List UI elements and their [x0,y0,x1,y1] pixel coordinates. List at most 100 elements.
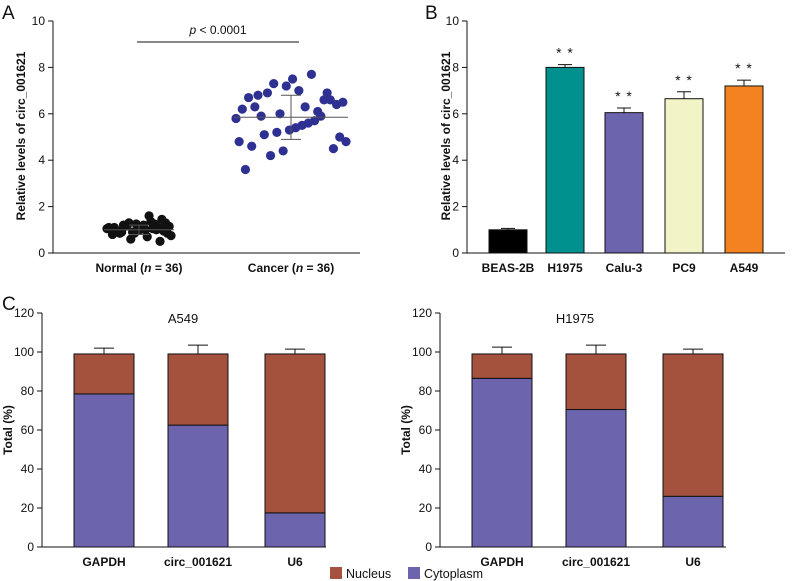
panel-b-bar [488,229,528,254]
panel-c-h1975-ytick-label: 80 [419,384,433,398]
panel-c-h1975-ytick-label: 40 [419,462,433,476]
panel-a-point [284,125,295,135]
panel-c-h1975-category-label: GAPDH [480,555,523,569]
legend-swatch-cytoplasm [408,567,420,579]
panel-c-a549-bar-cytoplasm [167,424,229,548]
panel-c-h1975-category-label: U6 [685,555,701,569]
panel-b-bars: BEAS-2B H1975 * * Calu-3 * * PC9 * * A549 * * [482,45,764,275]
panel-a-point [118,220,129,230]
panel-c-h1975-ytick-label: 20 [419,501,433,515]
panel-c-h1975-ticks: 0 20 40 60 80 100 120 [412,306,440,554]
panel-c-a549-bars: GAPDH circ_001621 U6 [73,344,326,569]
panel-b-significance: * * [615,88,633,104]
panel-a-summary-lines [104,94,348,235]
panel-c-h1975-ytick-label: 0 [425,540,432,554]
panel-c-a549-ytick-label: 20 [21,501,35,515]
panel-b-category-label: Calu-3 [606,261,643,275]
panel-c-h1975-ytick-label: 100 [412,345,432,359]
legend: Nucleus Cytoplasm [330,567,483,581]
panel-a-point [306,69,317,79]
panel-a-point [247,141,257,151]
panel-b-significance: * * [556,45,574,61]
panel-c-a549-ytick-label: 0 [27,540,34,554]
panel-c-a549-ytick-label: 120 [14,306,34,320]
panel-a-point [256,111,266,121]
panel-a-ytick-label: 6 [38,107,45,121]
panel-b-ytick-label: 10 [446,14,460,28]
panel-a-point [294,86,304,96]
panel-a-point [300,102,310,112]
panel-b-ytick-label: 6 [452,107,459,121]
panel-c-h1975-title: H1975 [556,311,594,326]
panel-a-point [250,102,260,112]
panel-c-a549-bar-cytoplasm [73,393,135,548]
legend-label-cytoplasm: Cytoplasm [424,567,483,581]
panel-c-h1975-bar-cytoplasm [662,495,724,548]
panel-a-point [287,74,298,84]
panel-a-point [269,79,279,89]
panel-a-point [104,222,114,233]
panel-b-category-label: H1975 [547,261,583,275]
panel-a-point [335,132,345,142]
panel-a-point [328,144,339,154]
panel-a-ytick-label: 2 [38,200,45,214]
panel-a-point [237,104,247,114]
panel-c-a549-ylabel: Total (%) [1,405,15,455]
panel-b-ytick-label: 8 [452,60,459,74]
panel-a-point [341,137,351,147]
panel-a-point [142,232,152,242]
panel-c-a549-ytick-label: 60 [21,423,35,437]
panel-c-h1975-bar-nucleus [471,353,533,379]
legend-label-nucleus: Nucleus [346,567,391,581]
panel-a-scatter: 0 2 4 6 8 10 Relative levels of circ_001621 p… [14,14,360,275]
panel-c-h1975-ylabel: Total (%) [399,405,413,455]
legend-swatch-nucleus [330,567,342,579]
panel-c-a549-category-label: U6 [287,555,303,569]
panel-c-a549-bar-cytoplasm [264,512,326,548]
panel-c-h1975-bar-cytoplasm [565,409,627,548]
panel-a-point [144,211,154,221]
panel-a-point [155,236,165,246]
panel-a-point [243,92,254,103]
panel-c-h1975-bar-nucleus [565,353,627,411]
panel-b-category-label: BEAS-2B [482,261,535,275]
panel-a-point [319,95,329,105]
panel-a-point [281,81,291,91]
panel-a-xlabel-normal: Normal (n = 36) [95,261,182,275]
panel-c-h1975-bars: GAPDH circ_001621 U6 [471,344,724,569]
panel-letter-c: C [2,294,16,315]
panel-c-a549-bar-nucleus [167,353,229,426]
panel-a-ytick-label: 8 [38,60,45,74]
panel-a-ytick-label: 4 [38,153,45,167]
panel-c-h1975-bar-cytoplasm [471,377,533,548]
panel-a-point [231,113,241,124]
panel-c-a549-title: A549 [168,311,198,326]
panel-a-point [240,164,251,175]
panel-b-bar [604,112,644,254]
panel-c-a549-ticks: 0 20 40 60 80 100 120 [14,306,42,554]
panel-a-point [272,127,282,137]
panel-c-a549-category-label: circ_001621 [164,555,232,569]
panel-b-bar [545,66,585,254]
panel-a-point [259,130,269,140]
panel-a-xlabel-cancer: Cancer (n = 36) [248,261,334,275]
panel-b-ytick-label: 4 [452,153,459,167]
panel-a-point [278,146,288,156]
panel-b-bar-chart: 0 2 4 6 8 10 Relative levels of circ_001621 B… [439,14,785,275]
panel-a-point [331,99,342,110]
panel-b-ticks: 0 2 4 6 8 10 [446,14,467,260]
panel-a-point [129,228,140,238]
panel-c-a549-ytick-label: 40 [21,462,35,476]
panel-b-ytick-label: 2 [452,200,459,214]
panel-a-point [159,226,169,236]
panel-a-point [148,224,158,234]
panel-c-h1975-category-label: circ_001621 [562,555,630,569]
panel-a-ylabel: Relative levels of circ_001621 [14,51,28,220]
panel-c-a549-category-label: GAPDH [82,555,125,569]
panel-b-bar [724,85,764,254]
panel-a-point [253,90,263,100]
panel-c-h1975-ytick-label: 120 [412,306,432,320]
panel-c-h1975-chart: H1975 0 20 40 60 80 100 120 Total (%) GAPDH cir… [399,306,726,569]
panel-a-point [157,214,167,224]
